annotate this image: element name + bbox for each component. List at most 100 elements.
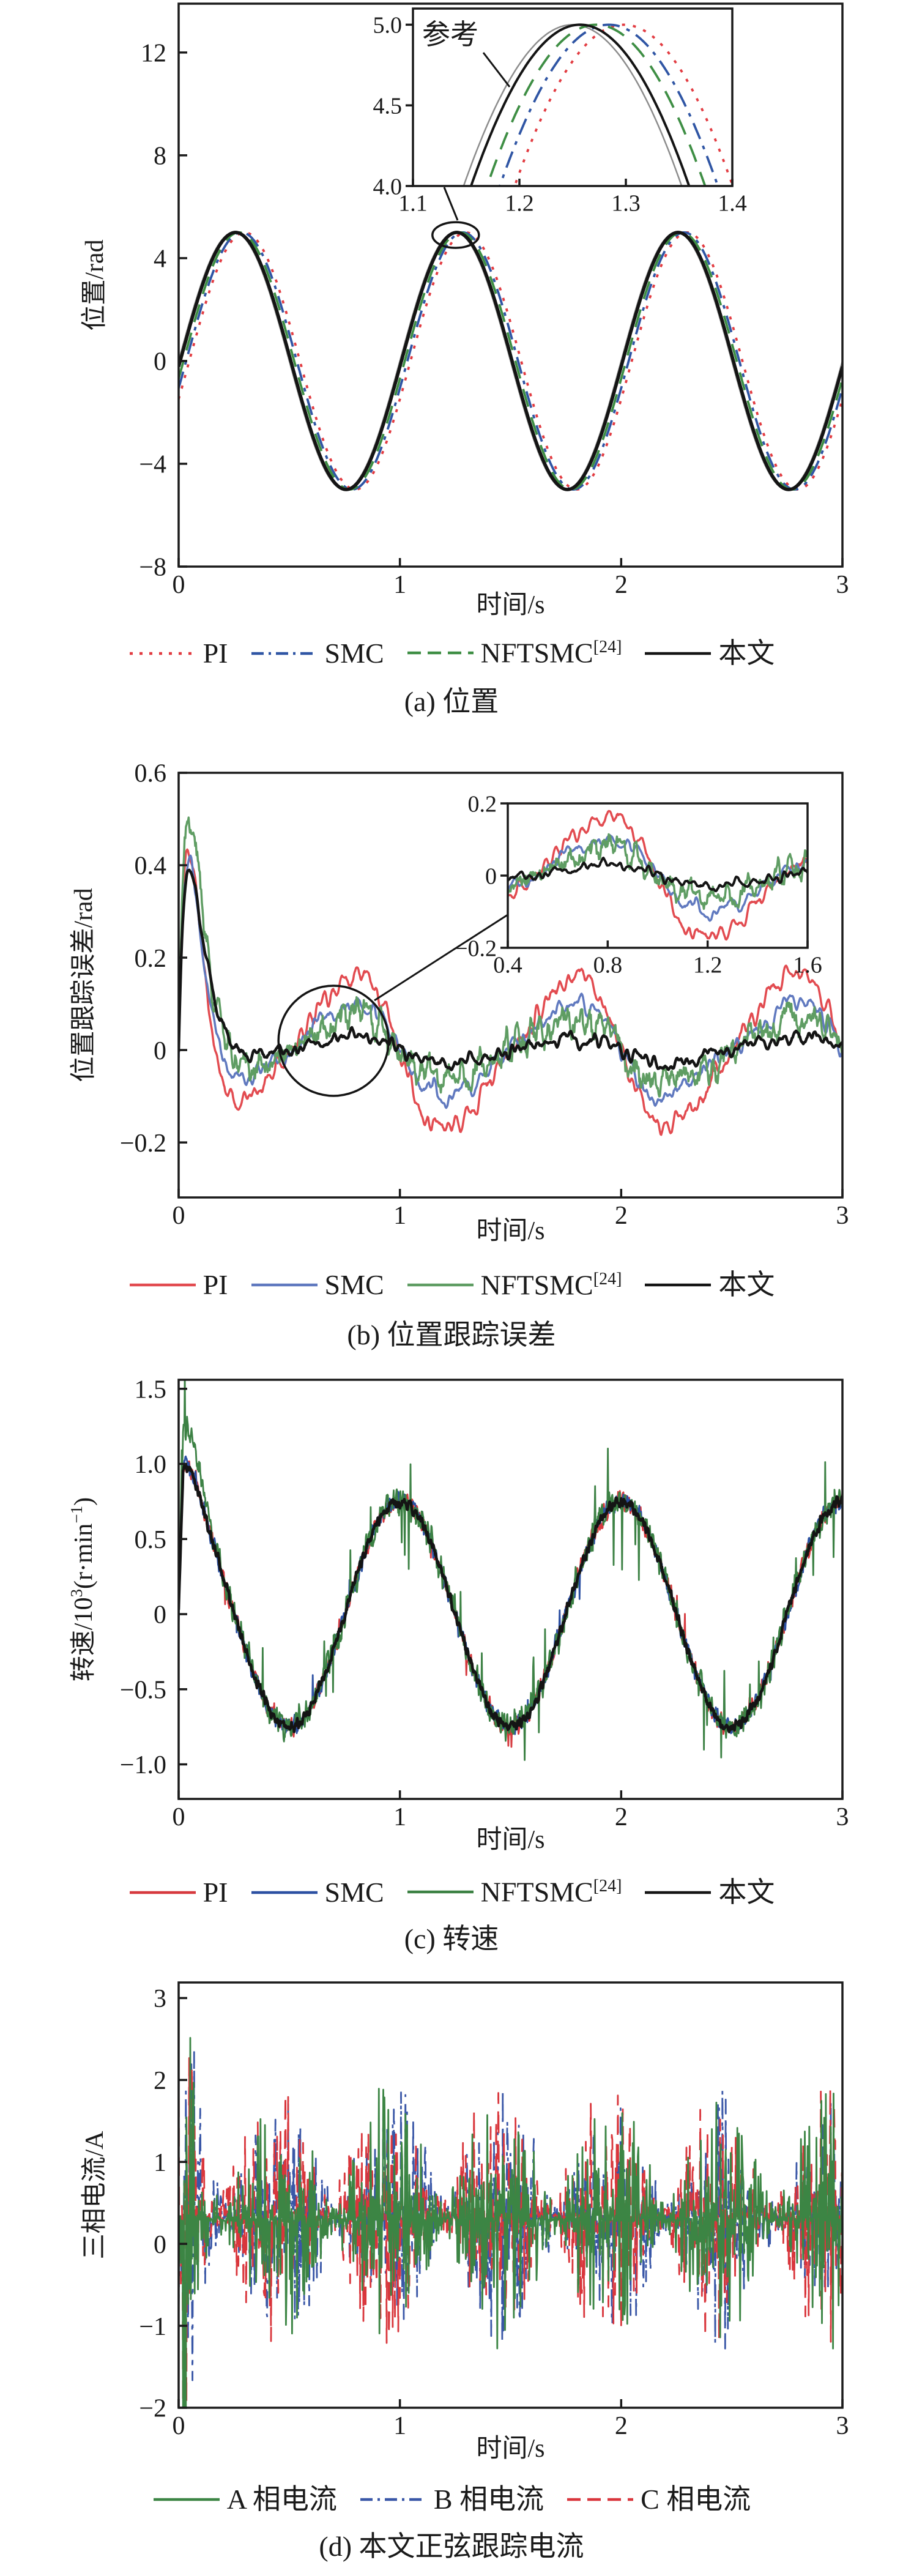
- chart-c-canvas: 1.51.00.50−0.5−1.00 1 2 3时间/s转速/103(r·min−1…: [67, 1375, 849, 1854]
- y-tick-label: −8: [139, 554, 166, 582]
- legend-item-A 相电流: A 相电流: [152, 2485, 337, 2514]
- x-axis-label: 时间/s: [476, 1217, 544, 1245]
- legend-label: PI: [203, 1269, 228, 1300]
- y-tick-label: 0.4: [135, 852, 167, 880]
- y-tick-label: 1: [154, 2149, 166, 2177]
- x-tick-label: 1: [393, 1803, 406, 1831]
- y-tick-label: 8: [154, 143, 166, 171]
- legend-swatch: [360, 2498, 426, 2501]
- x-tick-label: 2: [615, 1202, 628, 1230]
- legend-label: B 相电流: [433, 2484, 544, 2515]
- legend-item-本文: 本文: [644, 1271, 775, 1299]
- legend-item-NFTSMC: NFTSMC[24]: [406, 639, 622, 667]
- y-tick-label: 0.5: [135, 1526, 167, 1554]
- panel-d: 3 2 1 0 −1 −2 0 1 2 3 时间/s 三相电流/A A 相电流 B 相电流 C 相电流 (…: [0, 1958, 903, 2567]
- series-本文: [179, 231, 842, 491]
- x-tick-label: 0.4: [493, 952, 522, 978]
- x-tick-label: 1.6: [793, 952, 822, 978]
- x-tick-label: 1.3: [611, 190, 641, 216]
- zoom-callout: [431, 187, 480, 249]
- legend-swatch: [129, 1283, 196, 1287]
- x-tick-label: 2: [615, 571, 628, 599]
- legend-item-SMC: SMC: [250, 1878, 384, 1907]
- y-tick-label: −0.2: [120, 1130, 166, 1158]
- legend-label: 本文: [718, 637, 775, 669]
- legend-item-PI: PI: [128, 1878, 228, 1907]
- legend-a: PI SMC NFTSMC[24] 本文: [0, 630, 903, 676]
- series-A 相电流: [179, 2037, 842, 2408]
- x-tick-label: 1: [393, 571, 406, 599]
- series-本文: [179, 868, 842, 1071]
- y-tick-label: 0: [485, 863, 497, 889]
- caption-b: (b) 位置跟踪误差: [347, 1319, 556, 1350]
- y-axis-label: 位置/rad: [80, 239, 109, 330]
- legend-swatch: [129, 1891, 196, 1894]
- caption-a: (a) 位置: [404, 685, 499, 717]
- y-axis-label: 转速/103(r·min−1): [67, 1497, 98, 1681]
- legend-label: SMC: [324, 1269, 384, 1300]
- y-tick-label: 1.0: [135, 1451, 167, 1479]
- caption-c: (c) 转速: [404, 1923, 499, 1954]
- x-tick-label: 3: [836, 1803, 849, 1831]
- plot-series-group: [179, 231, 842, 491]
- legend-swatch: [251, 652, 318, 655]
- x-tick-label: 1.1: [398, 190, 428, 216]
- y-tick-label: 3: [154, 1985, 166, 2013]
- x-tick-label: 1.2: [693, 952, 723, 978]
- x-tick-label: 1.2: [505, 190, 534, 216]
- legend-c: PI SMC NFTSMC[24] 本文: [0, 1869, 903, 1915]
- legend-label: C 相电流: [641, 2484, 751, 2515]
- legend-item-PI: PI: [128, 639, 228, 668]
- y-tick-label: −1: [139, 2313, 166, 2341]
- panel-a: 12 8 4 0 −4 −8 0 1 2 3 时间/s 位置/rad 5.0 4.5 4.0 1.1 1.2 1.…: [0, 0, 903, 722]
- plot-series-group: [179, 2037, 842, 2408]
- x-tick-label: 0.8: [593, 952, 623, 978]
- y-tick-label: 0: [154, 2231, 166, 2259]
- y-tick-label: 12: [141, 40, 166, 68]
- legend-swatch: [407, 652, 474, 655]
- legend-swatch: [153, 2498, 220, 2501]
- x-tick-label: 3: [836, 571, 849, 599]
- legend-b: PI SMC NFTSMC[24] 本文: [0, 1260, 903, 1309]
- panel-c: 1.5 1.0 0.5 0 −0.5 −1.0 0 1 2 3 时间/s 转速/103(r·min−1…: [0, 1355, 903, 1958]
- legend-swatch: [645, 1283, 712, 1287]
- y-tick-label: 0.2: [135, 945, 167, 973]
- legend-label: 本文: [718, 1269, 775, 1300]
- x-tick-label: 1.4: [718, 190, 747, 216]
- inset-series-本文: [508, 857, 808, 893]
- legend-swatch: [645, 1891, 712, 1894]
- legend-swatch: [567, 2498, 634, 2501]
- axes-frame: 1.51.00.50−0.5−1.00 1 2 3: [120, 1375, 849, 1831]
- x-tick-label: 0: [173, 571, 185, 599]
- legend-label: SMC: [324, 637, 384, 669]
- x-axis-label: 时间/s: [476, 591, 544, 619]
- y-tick-label: 0: [154, 348, 166, 376]
- legend-item-NFTSMC: NFTSMC[24]: [406, 1269, 622, 1301]
- legend-label: NFTSMC[24]: [480, 1269, 622, 1301]
- y-tick-label: 5.0: [373, 13, 403, 39]
- legend-item-B 相电流: B 相电流: [359, 2485, 544, 2514]
- x-tick-label: 0: [173, 1202, 185, 1230]
- y-tick-label: 0.6: [135, 760, 167, 788]
- zoom-callout: [277, 914, 508, 1097]
- legend-label: A 相电流: [226, 2484, 337, 2515]
- x-tick-label: 0: [173, 1803, 185, 1831]
- series-本文: [179, 1462, 842, 1733]
- x-tick-label: 2: [615, 2412, 628, 2440]
- x-tick-label: 0: [173, 2412, 185, 2440]
- x-axis-label: 时间/s: [476, 2435, 544, 2463]
- legend-item-本文: 本文: [644, 1878, 775, 1907]
- series-NFTSMC: [179, 231, 842, 491]
- x-tick-label: 1: [393, 1202, 406, 1230]
- legend-swatch: [251, 1891, 318, 1894]
- legend-label: PI: [203, 637, 228, 669]
- legend-item-SMC: SMC: [250, 1271, 384, 1299]
- series-PI: [179, 231, 842, 491]
- y-tick-label: 0: [154, 1037, 166, 1065]
- x-tick-label: 2: [615, 1803, 628, 1831]
- y-tick-label: −1.0: [120, 1751, 166, 1779]
- plot-series-group: [179, 1380, 842, 1761]
- y-tick-label: 4: [154, 245, 166, 274]
